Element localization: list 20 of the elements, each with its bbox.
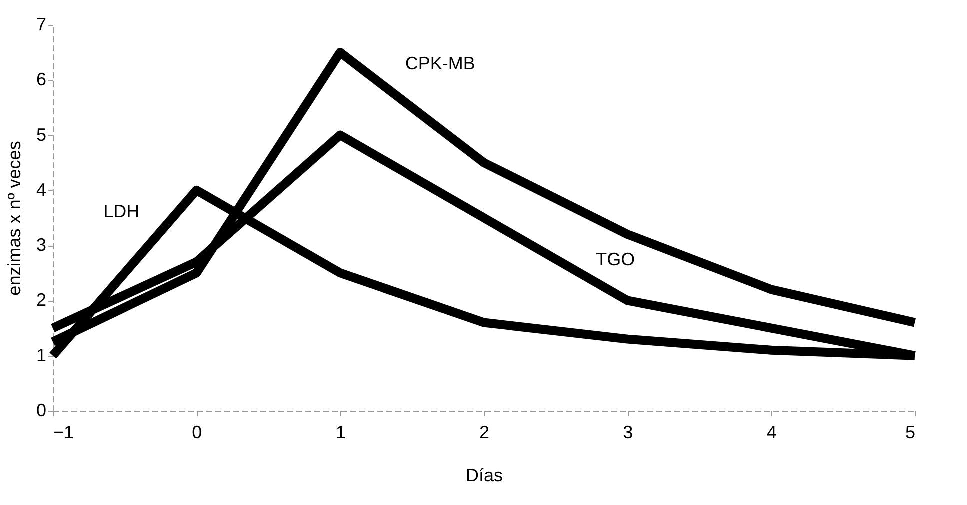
y-tick-label: 2 (36, 290, 46, 310)
y-tick-label: 4 (36, 180, 46, 200)
series-label: LDH (104, 201, 140, 222)
x-tick-label: 3 (623, 422, 634, 442)
y-tick-label: 1 (36, 345, 46, 366)
y-axis-title: enzimas x nº veces (4, 141, 24, 296)
x-tick-label: 0 (192, 422, 202, 442)
series-label: TGO (596, 250, 636, 270)
series-label: CPK-MB (405, 54, 476, 74)
x-axis-title: Días (466, 466, 504, 486)
y-tick-label: 6 (36, 70, 46, 90)
y-tick-label: 5 (36, 124, 46, 145)
y-tick-label: 7 (36, 14, 46, 34)
x-tick-label: −1 (54, 422, 74, 442)
y-tick-label: 3 (36, 235, 46, 256)
y-tick-label: 0 (36, 400, 46, 420)
x-tick-label: 5 (905, 422, 916, 442)
x-tick-label: 4 (766, 422, 777, 442)
x-tick-label: 2 (479, 422, 490, 442)
x-tick-label: 1 (336, 422, 346, 442)
